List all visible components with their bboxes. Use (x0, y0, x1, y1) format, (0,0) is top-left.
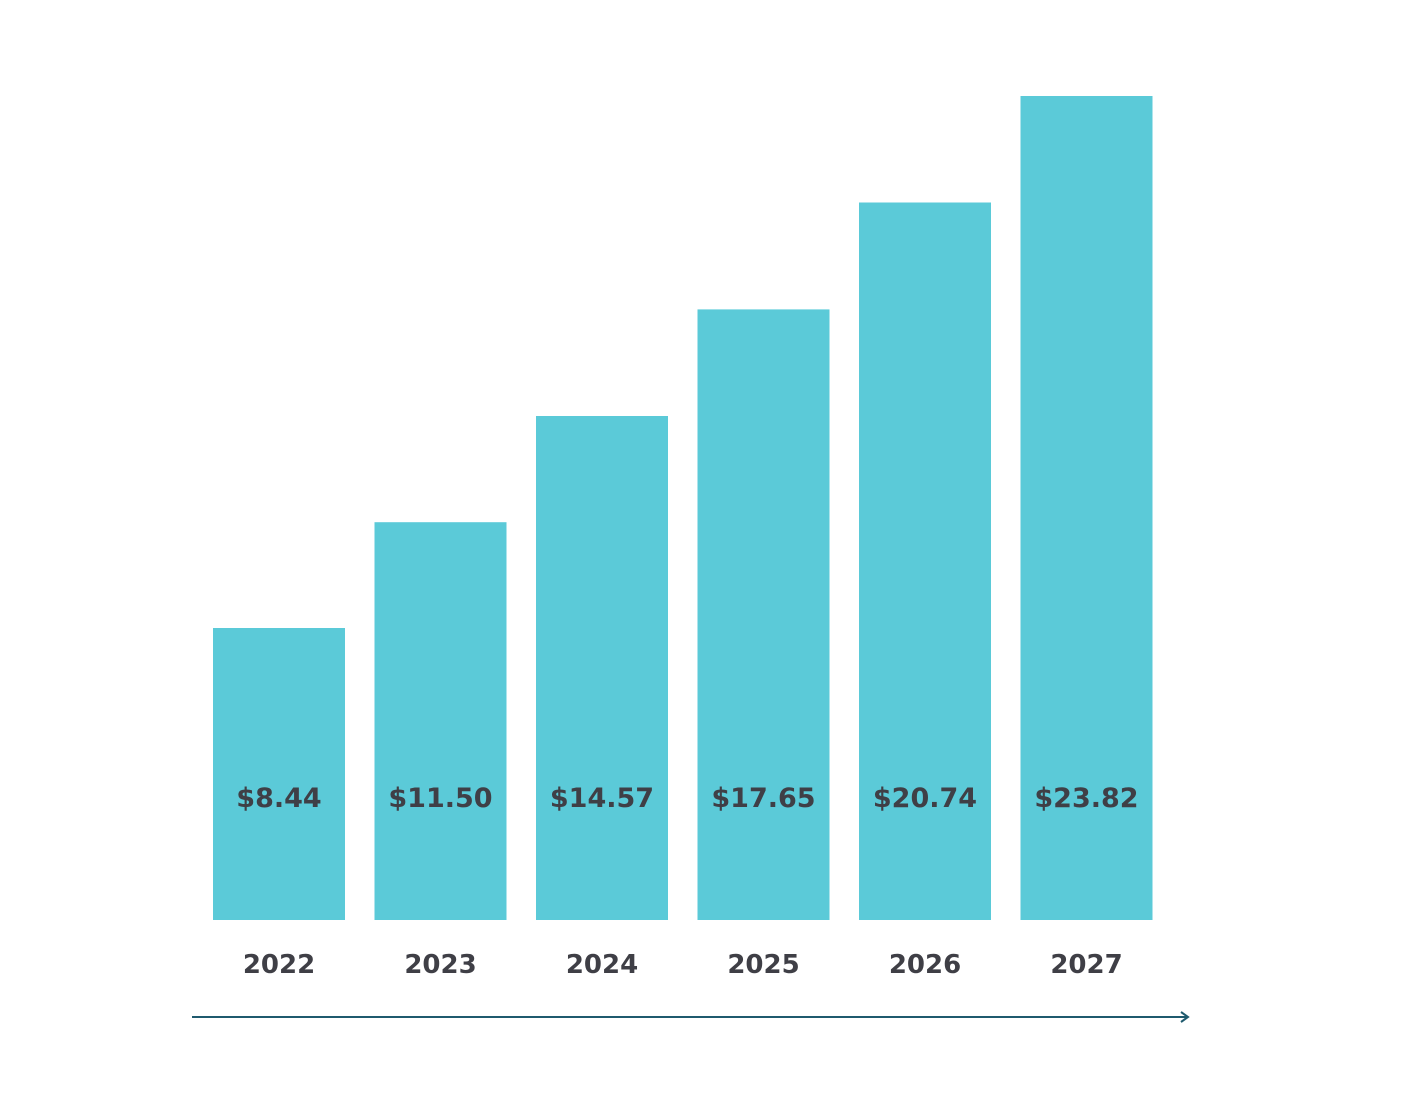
bar-2027 (1020, 96, 1153, 920)
bar-2022 (213, 628, 345, 920)
bar-value-label-2025: $17.65 (711, 783, 815, 814)
bar-value-label-2026: $20.74 (873, 783, 977, 814)
bar-value-label-2023: $11.50 (388, 783, 492, 814)
x-tick-label-2022: 2022 (243, 950, 315, 980)
x-tick-label-2027: 2027 (1050, 950, 1122, 980)
bar-value-label-2024: $14.57 (550, 783, 654, 814)
x-axis-arrowhead (1180, 1011, 1190, 1023)
bars-group (213, 96, 1153, 920)
bar-value-label-2027: $23.82 (1034, 783, 1138, 814)
x-axis-arrow (192, 1011, 1190, 1023)
x-tick-labels-group: 2022 2023 2024 2025 2026 2027 (243, 950, 1123, 980)
bar-2025 (697, 309, 830, 920)
bar-2024 (536, 416, 668, 920)
bar-value-label-2022: $8.44 (236, 783, 321, 814)
x-tick-label-2023: 2023 (404, 950, 476, 980)
x-tick-label-2024: 2024 (566, 950, 638, 980)
bar-2023 (374, 522, 507, 920)
bar-2026 (859, 202, 991, 920)
x-tick-label-2025: 2025 (727, 950, 799, 980)
bar-labels-group: $8.44 $11.50 $14.57 $17.65 $20.74 $23.82 (236, 783, 1138, 814)
x-tick-label-2026: 2026 (889, 950, 961, 980)
